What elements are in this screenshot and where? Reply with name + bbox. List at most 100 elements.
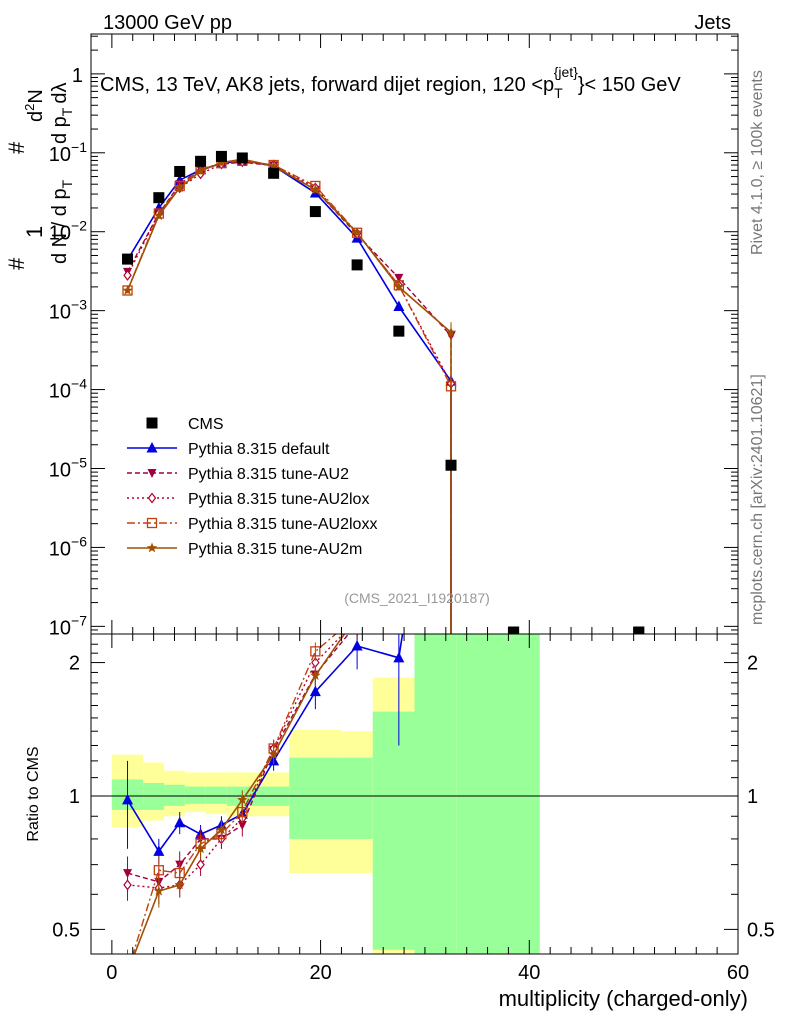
- point-cms: [309, 206, 321, 218]
- ratio-point-au2lox: [196, 859, 205, 871]
- legend-label-default: Pythia 8.315 default: [188, 441, 330, 458]
- ratio-point-default: [309, 685, 321, 697]
- legend-label-au2: Pythia 8.315 tune-AU2: [188, 466, 349, 483]
- ylabel-frac1: 1: [22, 226, 47, 238]
- rivet-label: Rivet 4.1.0, ≥ 100k events: [749, 70, 766, 255]
- main-ytick-mantissa: 10: [49, 617, 71, 639]
- series-au2: [123, 158, 456, 634]
- ylabel-num2-end: N: [25, 89, 47, 103]
- ratio-point-au2loxx: [123, 968, 132, 977]
- legend-entry-au2m: Pythia 8.315 tune-AU2m: [127, 541, 362, 558]
- main-ytick-mantissa: 10: [49, 459, 71, 481]
- point-au2m: [351, 227, 363, 238]
- ylabel-num2-d: d: [25, 111, 47, 122]
- series-default: [122, 154, 457, 634]
- point-au2m: [174, 182, 185, 193]
- point-au2m: [195, 165, 206, 176]
- plot-title: CMS, 13 TeV, AK8 jets, forward dijet reg…: [100, 64, 681, 101]
- series-line-au2m: [126, 158, 452, 634]
- ratio-point-au2: [447, 64, 456, 73]
- point-cms: [122, 253, 134, 265]
- ratio-point-au2lox: [123, 879, 132, 891]
- ratio-plot-area: [91, 64, 738, 977]
- ratio-point-default: [122, 793, 134, 805]
- point-cms: [236, 152, 248, 164]
- header-left: 13000 GeV pp: [103, 12, 232, 34]
- point-default: [393, 300, 405, 311]
- ratio-ytick-label-right: 1: [747, 786, 758, 808]
- plot-title-sup: {jet}: [554, 64, 578, 80]
- legend-entry-au2: Pythia 8.315 tune-AU2: [127, 466, 349, 483]
- point-au2m: [310, 184, 321, 195]
- ratio-frame: [90, 633, 739, 955]
- point-cms: [215, 150, 227, 162]
- ylabel-num2-sup: 2: [22, 104, 37, 111]
- main-ytick-mantissa: 10: [49, 381, 71, 403]
- point-au2m: [122, 285, 133, 295]
- main-ytick-mantissa: 10: [49, 144, 71, 166]
- ratio-point-default: [153, 845, 165, 856]
- point-cms: [393, 325, 405, 337]
- ratio-point-default: [351, 639, 363, 651]
- series-au2loxx: [122, 155, 457, 634]
- main-ylabel: # 1 d N / d pT # d2N d pTdλ: [4, 83, 75, 271]
- ratio-point-au2: [353, 620, 362, 629]
- legend-marker-au2lox: [147, 492, 157, 504]
- legend-entry-cms: CMS: [146, 416, 224, 433]
- ratio-xtick-label: 0: [106, 962, 117, 984]
- band-inner: [456, 634, 540, 954]
- ratio-panel: 0.5 0.51 12 20 20 40 60 Ratio to CMS multiplic…: [25, 64, 775, 1011]
- ratio-line-au2lox: [127, 634, 345, 889]
- point-cms: [153, 192, 165, 204]
- main-ytick-label: 10−1: [49, 139, 87, 166]
- ratio-point-au2m: [195, 843, 206, 854]
- main-ytick-exponent: −5: [71, 454, 87, 470]
- ratio-ytick-label: 2: [69, 653, 80, 675]
- ratio-ytick-label: 0.5: [52, 919, 80, 941]
- point-cms: [508, 626, 520, 634]
- main-ytick-exponent: −7: [71, 612, 87, 628]
- series-line-au2loxx: [126, 160, 452, 634]
- ratio-ylabel: Ratio to CMS: [25, 746, 42, 841]
- ratio-point-default: [174, 816, 186, 828]
- point-au2: [394, 273, 404, 283]
- ratio-series-au2m: [127, 610, 362, 954]
- main-ytick-exponent: −1: [71, 139, 87, 155]
- point-au2loxx: [174, 180, 185, 192]
- series-line-au2lox: [126, 161, 452, 634]
- main-ytick-mantissa: 10: [49, 302, 71, 324]
- ylabel-den2-sub: T: [59, 107, 75, 116]
- main-ytick-mantissa: 1: [72, 65, 83, 87]
- main-ytick-label: 10−7: [49, 612, 87, 639]
- main-ytick-label: 10−6: [49, 533, 87, 560]
- main-axes: 110−110−210−310−410−510−610−7: [49, 34, 739, 639]
- legend-marker-cms: [146, 417, 158, 429]
- mcplots-label: mcplots.cern.ch [arXiv:2401.10621]: [749, 374, 766, 625]
- main-ytick-exponent: −3: [71, 297, 87, 313]
- main-ytick-exponent: −4: [71, 376, 87, 392]
- main-ytick-label: 1: [72, 65, 83, 87]
- main-ytick-label: 10−5: [49, 454, 87, 481]
- series-au2m: [122, 153, 457, 634]
- ratio-point-au2loxx: [353, 611, 362, 620]
- ratio-point-au2m: [153, 885, 165, 896]
- ylabel-num2: d2N: [22, 89, 47, 122]
- ratio-point-au2loxx: [153, 865, 164, 876]
- point-cms: [195, 155, 207, 167]
- point-au2m: [445, 326, 457, 337]
- ratio-point-au2lox: [354, 615, 361, 624]
- ratio-point-au2m: [352, 610, 362, 620]
- ratio-ytick-label-right: 2: [747, 653, 758, 675]
- legend-label-cms: CMS: [188, 416, 224, 433]
- ratio-xlabel: multiplicity (charged-only): [499, 986, 748, 1011]
- ratio-point-au2m: [268, 749, 279, 759]
- point-au2m: [216, 157, 227, 168]
- main-ytick-mantissa: 10: [49, 223, 71, 245]
- band-inner: [341, 757, 373, 839]
- point-au2m: [268, 160, 279, 171]
- plot-title-end: }< 150 GeV: [578, 74, 682, 96]
- band-inner: [205, 786, 227, 804]
- ratio-point-au2m: [216, 824, 227, 834]
- ratio-point-au2lox: [395, 535, 402, 544]
